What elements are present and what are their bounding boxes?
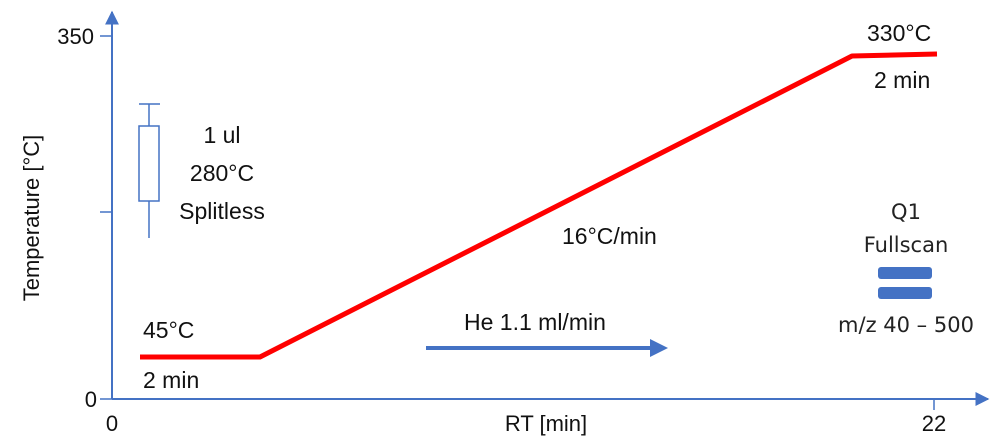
x-axis-label: RT [min]: [505, 411, 587, 436]
start-temperature-label: 45°C: [143, 317, 194, 343]
ramp-rate-label: 16°C/min: [562, 223, 657, 249]
injection-mode-label: Splitless: [179, 198, 265, 224]
ms-quadrupole-label: Q1: [891, 200, 921, 224]
end-hold-label: 2 min: [874, 67, 930, 93]
carrier-flow-arrow: [426, 339, 668, 357]
ms-quadrupole-icon: [878, 267, 932, 299]
y-tick-label-350: 350: [57, 24, 94, 49]
carrier-gas-label: He 1.1 ml/min: [464, 309, 606, 335]
y-axis-label: Temperature [°C]: [19, 135, 44, 302]
x-tick-label-22: 22: [922, 411, 946, 436]
injection-volume-label: 1 ul: [203, 122, 240, 148]
syringe-icon: [138, 103, 160, 238]
injection-temperature-label: 280°C: [190, 160, 254, 186]
temperature-profile-line: [140, 51, 938, 360]
x-tick-label-0: 0: [106, 411, 118, 436]
y-tick-label-0: 0: [85, 387, 97, 412]
ms-mass-range-label: m/z 40 – 500: [838, 313, 974, 337]
end-temperature-label: 330°C: [867, 20, 931, 46]
ms-mode-label: Fullscan: [864, 233, 949, 257]
start-hold-label: 2 min: [143, 367, 199, 393]
